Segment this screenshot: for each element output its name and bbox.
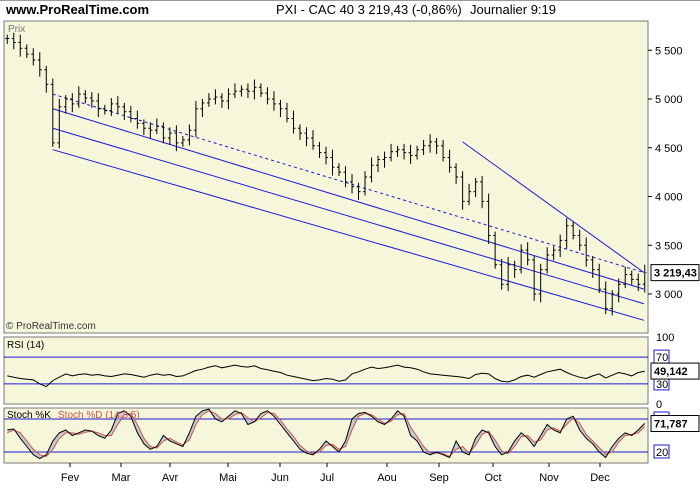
- stoch-legend-d: Stoch %D (14,3,5): [58, 410, 140, 421]
- price-tick-label: 3 000: [655, 289, 683, 301]
- stoch-legend-k: Stoch %K: [7, 410, 51, 421]
- x-tick-label: Oct: [484, 472, 501, 484]
- price-panel: 5 500 5 000 4 500 4 000 3 500 3 000 Prix © ProR…: [3, 20, 700, 334]
- rsi-tick-label: 70: [656, 352, 668, 364]
- x-tick-label: Nov: [539, 472, 559, 484]
- x-tick-label: Dec: [590, 472, 610, 484]
- x-tick-label: Mai: [219, 472, 237, 484]
- upper-channel: [52, 93, 645, 274]
- price-tick-label: 4 000: [655, 192, 683, 204]
- x-tick-label: Sep: [429, 472, 449, 484]
- rsi-panel-label: RSI (14): [7, 340, 44, 351]
- last-price-box: [650, 264, 700, 282]
- stoch-last-box: [650, 415, 700, 433]
- stoch-tick-label: 20: [656, 447, 668, 459]
- price-tick-label: 5 000: [655, 94, 683, 106]
- site-name: www.ProRealTime.com: [6, 2, 150, 17]
- watermark: © ProRealTime.com: [6, 321, 96, 332]
- stoch-level-box: [653, 444, 670, 459]
- period-label: Journalier 9:19: [470, 2, 556, 17]
- rsi-line: [7, 364, 645, 388]
- price-tick-label: 5 500: [655, 45, 683, 57]
- x-axis: Fev Mar Avr Mai Jun Jul Aou Sep Oct Nov Dec: [61, 463, 610, 484]
- middle-channel-1: [52, 108, 645, 290]
- rsi-plot-area: [3, 336, 649, 405]
- stoch-k-line: [7, 408, 646, 460]
- rsi-tick-label: 30: [656, 379, 668, 391]
- x-tick-label: Aou: [377, 472, 397, 484]
- price-plot-area: [3, 20, 649, 334]
- instrument-title: PXI - CAC 40 3 219,43 (-0,86%): [276, 2, 462, 17]
- price-tick-label: 4 500: [655, 143, 683, 155]
- x-tick-label: Avr: [162, 472, 179, 484]
- x-tick-label: Fev: [61, 472, 80, 484]
- last-price-label: 3 219,43: [654, 268, 697, 280]
- price-tick-label: 3 500: [655, 240, 683, 252]
- stoch-d-line: [7, 410, 646, 457]
- rsi-tick-label: 100: [656, 332, 674, 344]
- rsi-last-value: 49,142: [654, 366, 688, 378]
- lower-channel: [52, 149, 645, 321]
- rsi-panel: 100 70 30 0 RSI (14) 49,142: [3, 332, 700, 411]
- price-panel-label: Prix: [8, 24, 25, 35]
- x-tick-label: Jul: [320, 472, 334, 484]
- middle-channel-2: [52, 127, 645, 305]
- rsi-tick-label: 0: [656, 399, 662, 411]
- x-tick-label: Mar: [112, 472, 131, 484]
- resistance-line: [462, 141, 645, 273]
- stoch-last-value: 71,787: [654, 419, 688, 431]
- x-tick-label: Jun: [271, 472, 289, 484]
- rsi-last-box: [650, 362, 700, 380]
